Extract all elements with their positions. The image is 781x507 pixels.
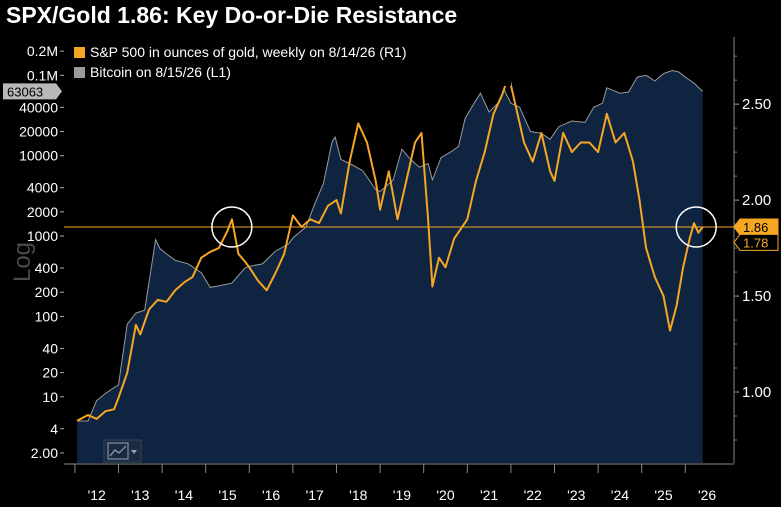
x-tick-label: '13 — [131, 487, 149, 503]
x-tick-label: '17 — [306, 487, 324, 503]
right-value-badge: 1.86 — [733, 218, 779, 236]
left-tick-label: 0.2M — [27, 43, 58, 59]
line-chart-icon — [107, 442, 129, 460]
legend: S&P 500 in ounces of gold, weekly on 8/1… — [66, 40, 511, 86]
left-tick-label: 2.00 — [31, 445, 58, 461]
x-axis-ticks: '12 '13 '14 '15 '16 '17 '18 '19 '20 '21 '22 '23 '24 '… — [64, 463, 734, 503]
legend-box — [66, 40, 511, 86]
right-tick-label: 2.00 — [742, 192, 771, 209]
value-badges: 1.861.78 63063 — [3, 83, 779, 251]
highlight-circle-0 — [211, 206, 253, 248]
left-tick-label: 2000 — [27, 204, 58, 220]
left-tick-label: 1000 — [27, 228, 58, 244]
chevron-down-icon — [131, 450, 137, 454]
chart-type-button-bg[interactable] — [103, 439, 142, 463]
svg-text:63063: 63063 — [7, 84, 43, 99]
left-tick-label: 400 — [35, 260, 59, 276]
x-tick-label: '25 — [654, 487, 672, 503]
bitcoin-line — [77, 69, 704, 422]
left-tick-label: 4000 — [27, 180, 58, 196]
highlight-circles — [211, 206, 717, 248]
right-tick-label: 2.50 — [742, 96, 771, 113]
svg-text:1.86: 1.86 — [743, 220, 768, 235]
bitcoin-area — [77, 70, 703, 463]
right-tick-label: 1.00 — [742, 384, 771, 401]
left-tick-label: 200 — [35, 284, 59, 300]
legend-swatch — [74, 67, 85, 78]
x-tick-label: '14 — [175, 487, 193, 503]
legend-entry: S&P 500 in ounces of gold, weekly on 8/1… — [90, 44, 407, 60]
chart-title: SPX/Gold 1.86: Key Do-or-Die Resistance — [6, 2, 458, 28]
x-tick-label: '24 — [611, 487, 629, 503]
left-axis-label: Log — [9, 242, 36, 282]
legend-swatch — [74, 47, 85, 58]
left-value-badge: 63063 — [3, 83, 62, 100]
x-tick-label: '18 — [349, 487, 367, 503]
x-tick-label: '22 — [524, 487, 542, 503]
legend-entry: Bitcoin on 8/15/26 (L1) — [90, 64, 231, 80]
x-tick-label: '12 — [88, 487, 106, 503]
left-tick-label: 10 — [42, 389, 58, 405]
left-tick-label: 10000 — [19, 148, 58, 164]
x-tick-label: '21 — [480, 487, 498, 503]
x-tick-label: '20 — [436, 487, 454, 503]
left-axis-ticks: 0.2M 0.1M 40000 20000 10000 4000 2000 1000 400 20… — [19, 43, 64, 461]
left-tick-label: 20000 — [19, 124, 58, 140]
chart-type-button[interactable] — [103, 439, 142, 463]
right-axis-ticks: 2.50 2.00 1.50 1.00 — [734, 55, 771, 441]
left-tick-label: 20 — [42, 365, 58, 381]
svg-text:1.78: 1.78 — [743, 235, 768, 250]
x-tick-label: '16 — [262, 487, 280, 503]
left-tick-label: 100 — [35, 308, 59, 324]
x-tick-label: '23 — [567, 487, 585, 503]
x-tick-label: '15 — [218, 487, 236, 503]
highlight-circle-1 — [675, 206, 717, 248]
left-tick-label: 40 — [42, 340, 58, 356]
left-tick-label: 4 — [50, 421, 58, 437]
right-value-badge: 1.78 — [733, 233, 779, 251]
spx-gold-line — [76, 74, 704, 422]
left-tick-label: 0.1M — [27, 67, 58, 83]
x-tick-label: '26 — [698, 487, 716, 503]
x-tick-label: '19 — [393, 487, 411, 503]
right-tick-label: 1.50 — [742, 288, 771, 305]
left-tick-label: 40000 — [19, 99, 58, 115]
